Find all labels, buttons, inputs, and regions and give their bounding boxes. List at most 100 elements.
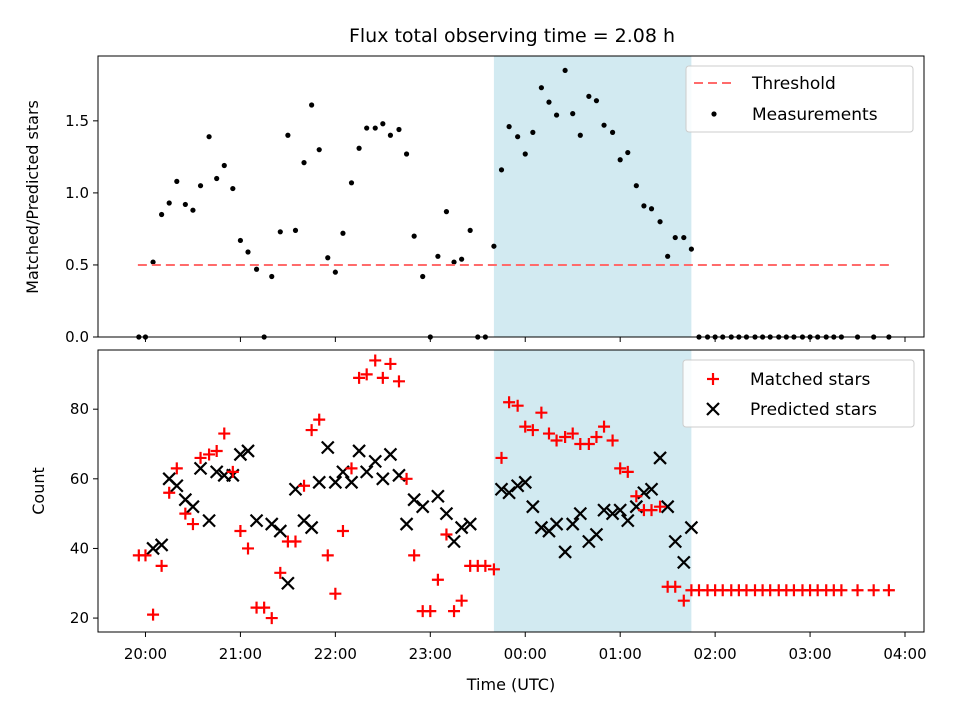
matched-point xyxy=(882,584,895,597)
count-legend: Matched stars Predicted stars xyxy=(682,359,915,428)
measurement-point xyxy=(380,121,386,127)
count-y-axis-label: Count xyxy=(29,467,48,515)
matched-point xyxy=(677,594,690,607)
matched-point xyxy=(835,584,848,597)
predicted-point xyxy=(233,447,248,462)
predicted-point xyxy=(320,440,335,455)
y-tick-label: 1.0 xyxy=(65,184,89,202)
predicted-point xyxy=(549,517,564,531)
predicted-point xyxy=(344,475,359,490)
predicted-point xyxy=(463,517,477,531)
measurement-point xyxy=(316,147,322,153)
x-tick-label: 04:00 xyxy=(883,645,926,663)
measurement-point xyxy=(253,266,260,272)
ratio-legend: Threshold Measurements xyxy=(685,65,914,133)
measurement-point xyxy=(530,129,536,135)
count-panel: 20 40 60 80 20:00 21:00 22:00 23:00 00:00 01:00 0… xyxy=(29,349,927,694)
predicted-point xyxy=(359,465,374,479)
matched-point xyxy=(448,605,461,618)
predicted-point xyxy=(565,517,580,531)
matched-point xyxy=(511,399,524,412)
predicted-point xyxy=(352,444,366,458)
matched-point xyxy=(654,500,667,513)
y-tick-label: 1.5 xyxy=(65,112,89,130)
matched-point xyxy=(265,612,278,625)
matched-point xyxy=(495,451,508,464)
x-tick-label: 22:00 xyxy=(314,645,357,663)
matched-point xyxy=(186,518,199,531)
predicted-point xyxy=(502,485,516,500)
measurement-point xyxy=(522,151,528,157)
measurement-point xyxy=(451,259,457,265)
y-tick-label: 0.0 xyxy=(65,328,89,346)
measurement-point xyxy=(269,273,275,280)
predicted-point xyxy=(193,461,208,476)
predicted-point xyxy=(494,482,509,497)
matched-point xyxy=(851,584,864,597)
predicted-point xyxy=(510,479,525,493)
matched-point xyxy=(582,438,595,450)
matched-point xyxy=(258,601,271,614)
x-tick-label: 02:00 xyxy=(694,645,737,663)
legend-predicted-label: Predicted stars xyxy=(750,400,877,420)
measurement-point xyxy=(681,234,687,241)
legend-matched-swatch xyxy=(707,373,719,385)
matched-point xyxy=(298,479,311,492)
predicted-point xyxy=(573,506,588,521)
x-tick-label: 20:00 xyxy=(124,645,167,663)
measurement-point xyxy=(166,200,172,206)
matched-point xyxy=(242,542,255,555)
matched-point xyxy=(630,490,643,503)
predicted-point xyxy=(146,541,160,556)
legend-threshold-label: Threshold xyxy=(751,74,836,94)
measurement-point xyxy=(174,178,180,184)
measurement-point xyxy=(435,253,441,259)
legend-measurements-label: Measurements xyxy=(752,105,878,125)
matched-point xyxy=(345,462,358,475)
matched-point xyxy=(614,462,627,475)
matched-point xyxy=(179,507,192,520)
predicted-points xyxy=(146,440,699,591)
predicted-point xyxy=(415,499,430,514)
matched-point xyxy=(313,413,326,426)
measurement-point xyxy=(364,125,370,131)
measurement-point xyxy=(657,219,663,225)
matched-point xyxy=(645,504,658,517)
measurement-point xyxy=(491,243,497,249)
matched-point xyxy=(669,580,682,593)
matched-point xyxy=(329,587,342,600)
measurement-point xyxy=(206,134,212,140)
matched-point xyxy=(203,448,216,461)
count-y-ticks: 20 40 60 80 xyxy=(70,400,98,627)
matched-point xyxy=(234,525,247,538)
matched-point xyxy=(147,608,160,621)
measurement-point xyxy=(498,167,505,173)
predicted-point xyxy=(447,534,461,549)
matched-point xyxy=(867,584,880,597)
measurement-point xyxy=(292,227,299,233)
count-axes-frame xyxy=(97,349,925,633)
matched-point xyxy=(369,354,382,367)
predicted-point xyxy=(264,517,279,531)
measurement-point xyxy=(515,134,521,140)
measurement-point xyxy=(411,233,417,239)
predicted-point xyxy=(407,492,421,507)
matched-point xyxy=(218,427,231,440)
predicted-point xyxy=(621,513,635,528)
ratio-panel: 0.0 0.5 1.0 1.5 Matched/Predicted stars Thr… xyxy=(23,55,925,346)
predicted-point xyxy=(328,475,343,490)
measurement-point xyxy=(641,203,647,209)
measurement-point xyxy=(443,209,450,215)
count-legend-box xyxy=(682,359,915,428)
measurement-point xyxy=(348,180,355,186)
predicted-point xyxy=(454,520,469,535)
matched-point xyxy=(503,396,516,409)
matched-point xyxy=(479,559,492,572)
predicted-point xyxy=(534,520,549,535)
matched-point xyxy=(526,424,539,437)
predicted-point xyxy=(526,499,540,514)
matched-point xyxy=(353,371,366,384)
predicted-point xyxy=(249,513,264,528)
measurement-point xyxy=(230,185,236,192)
matched-point xyxy=(163,486,176,499)
